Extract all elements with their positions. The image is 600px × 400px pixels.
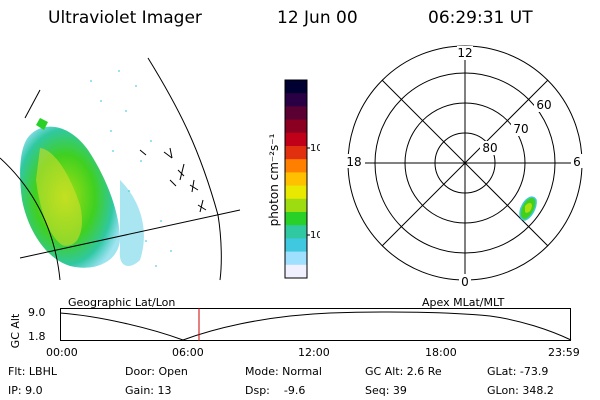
altitude-curve (60, 311, 572, 341)
geo-coastline (24, 89, 41, 119)
colorbar-cell (285, 212, 307, 226)
colorbar-cell (285, 106, 307, 121)
polar-plot: 12 0 18 6 60 70 80 (343, 45, 585, 289)
time-tick-2359: 23:59 (548, 346, 580, 359)
colorbar-cell (285, 172, 307, 187)
colorbar-cell (285, 198, 307, 213)
lat-label-70: 70 (513, 122, 528, 136)
colorbar-cell (285, 159, 307, 173)
status-gc-alt: GC Alt: 2.6 Re (365, 365, 442, 378)
colorbar-cell (285, 251, 307, 266)
colorbar-cell (285, 185, 307, 200)
status-door: Door: Open (125, 365, 188, 378)
status-dsp: Dsp: -9.6 (245, 384, 306, 397)
colorbar: photon cm⁻²s⁻¹ 100 10 (267, 79, 320, 279)
lat-label-60: 60 (536, 98, 551, 112)
status-glon: GLon: 348.2 (487, 384, 554, 397)
altitude-tick-9: 9.0 (28, 306, 46, 319)
colorbar-cell (285, 146, 307, 160)
altitude-axis-label: GC Alt (9, 313, 22, 349)
colorbar-cell (285, 80, 307, 94)
status-ip: IP: 9.0 (8, 384, 43, 397)
mlt-label-12: 12 (457, 46, 472, 60)
altitude-strip-plot (60, 308, 572, 341)
altitude-tick-1-8: 1.8 (28, 330, 46, 343)
status-glat: GLat: -73.9 (487, 365, 549, 378)
status-mode: Mode: Normal (245, 365, 322, 378)
colorbar-title: photon cm⁻²s⁻¹ (267, 133, 281, 226)
geo-longitude-line-2 (0, 157, 61, 281)
geo-longitude-line (147, 57, 222, 281)
date-label: 12 Jun 00 (277, 8, 358, 28)
colorbar-tick-10: 10 (310, 230, 320, 241)
time-tick-1800: 18:00 (425, 346, 457, 359)
colorbar-cell (285, 119, 307, 134)
time-label: 06:29:31 UT (428, 8, 533, 28)
colorbar-cell (285, 132, 307, 147)
time-tick-0600: 06:00 (172, 346, 204, 359)
time-tick-1200: 12:00 (298, 346, 330, 359)
geographic-image (0, 57, 241, 281)
mlt-label-0: 0 (461, 275, 469, 289)
polar-panel-label: Apex MLat/MLT (422, 296, 505, 309)
status-seq: Seq: 39 (365, 384, 407, 397)
colorbar-cell (285, 93, 307, 107)
instrument-title: Ultraviolet Imager (48, 8, 202, 28)
mlt-label-18: 18 (346, 155, 361, 169)
emission-speckle (90, 70, 172, 267)
status-gain: Gain: 13 (125, 384, 172, 397)
geo-panel-label: Geographic Lat/Lon (68, 296, 176, 309)
colorbar-tick-100: 100 (310, 143, 320, 154)
lat-label-80: 80 (482, 141, 497, 155)
status-filter: Flt: LBHL (8, 365, 57, 378)
colorbar-cell (285, 264, 307, 279)
colorbar-cell (285, 225, 307, 239)
colorbar-cell (285, 238, 307, 253)
mlt-label-6: 6 (573, 155, 581, 169)
time-tick-0000: 00:00 (46, 346, 78, 359)
geo-latitude-line (19, 209, 241, 259)
